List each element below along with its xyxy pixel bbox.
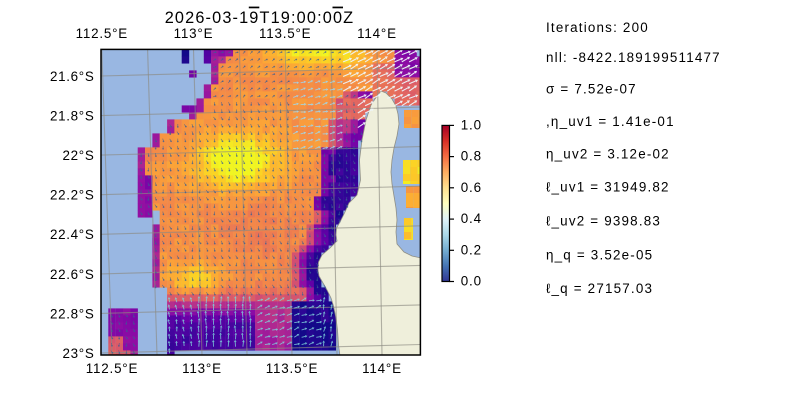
- svg-text:ℓ_uv1 = 31949.82: ℓ_uv1 = 31949.82: [546, 180, 670, 195]
- svg-text:2026-03-19T19:00:00Z: 2026-03-19T19:00:00Z: [165, 9, 355, 27]
- svg-text:113°E: 113°E: [182, 361, 222, 376]
- svg-text:0.6: 0.6: [461, 180, 482, 195]
- svg-text:ℓ_q = 27157.03: ℓ_q = 27157.03: [546, 281, 653, 296]
- svg-text:21.8°S: 21.8°S: [50, 109, 95, 124]
- svg-text:ℓ_uv2 = 9398.83: ℓ_uv2 = 9398.83: [546, 214, 661, 229]
- svg-text:,η_uv1 = 1.41e-01: ,η_uv1 = 1.41e-01: [546, 114, 675, 129]
- svg-text:0.2: 0.2: [461, 242, 482, 257]
- svg-text:22.4°S: 22.4°S: [50, 227, 95, 242]
- svg-text:0.0: 0.0: [461, 274, 482, 289]
- svg-text:1.0: 1.0: [461, 118, 482, 133]
- svg-text:η_uv2 = 3.12e-02: η_uv2 = 3.12e-02: [546, 147, 670, 162]
- svg-text:0.8: 0.8: [461, 149, 482, 164]
- svg-text:114°E: 114°E: [362, 361, 402, 376]
- svg-text:21.6°S: 21.6°S: [50, 69, 95, 84]
- svg-text:23°S: 23°S: [63, 346, 95, 361]
- svg-text:22.2°S: 22.2°S: [50, 188, 95, 203]
- svg-text:112.5°E: 112.5°E: [76, 26, 128, 41]
- svg-text:113.5°E: 113.5°E: [266, 361, 318, 376]
- svg-text:nll: -8422.189199511477: nll: -8422.189199511477: [546, 50, 721, 65]
- svg-text:112.5°E: 112.5°E: [86, 361, 138, 376]
- svg-text:22.8°S: 22.8°S: [50, 306, 95, 321]
- svg-text:22°S: 22°S: [63, 148, 95, 163]
- svg-text:113.5°E: 113.5°E: [259, 26, 311, 41]
- svg-text:22.6°S: 22.6°S: [50, 267, 95, 282]
- svg-text:Iterations: 200: Iterations: 200: [546, 20, 649, 35]
- svg-text:η_q = 3.52e-05: η_q = 3.52e-05: [546, 248, 653, 263]
- svg-text:113°E: 113°E: [174, 26, 214, 41]
- svg-text:0.4: 0.4: [461, 211, 482, 226]
- svg-text:σ = 7.52e-07: σ = 7.52e-07: [546, 82, 637, 97]
- svg-text:114°E: 114°E: [357, 26, 397, 41]
